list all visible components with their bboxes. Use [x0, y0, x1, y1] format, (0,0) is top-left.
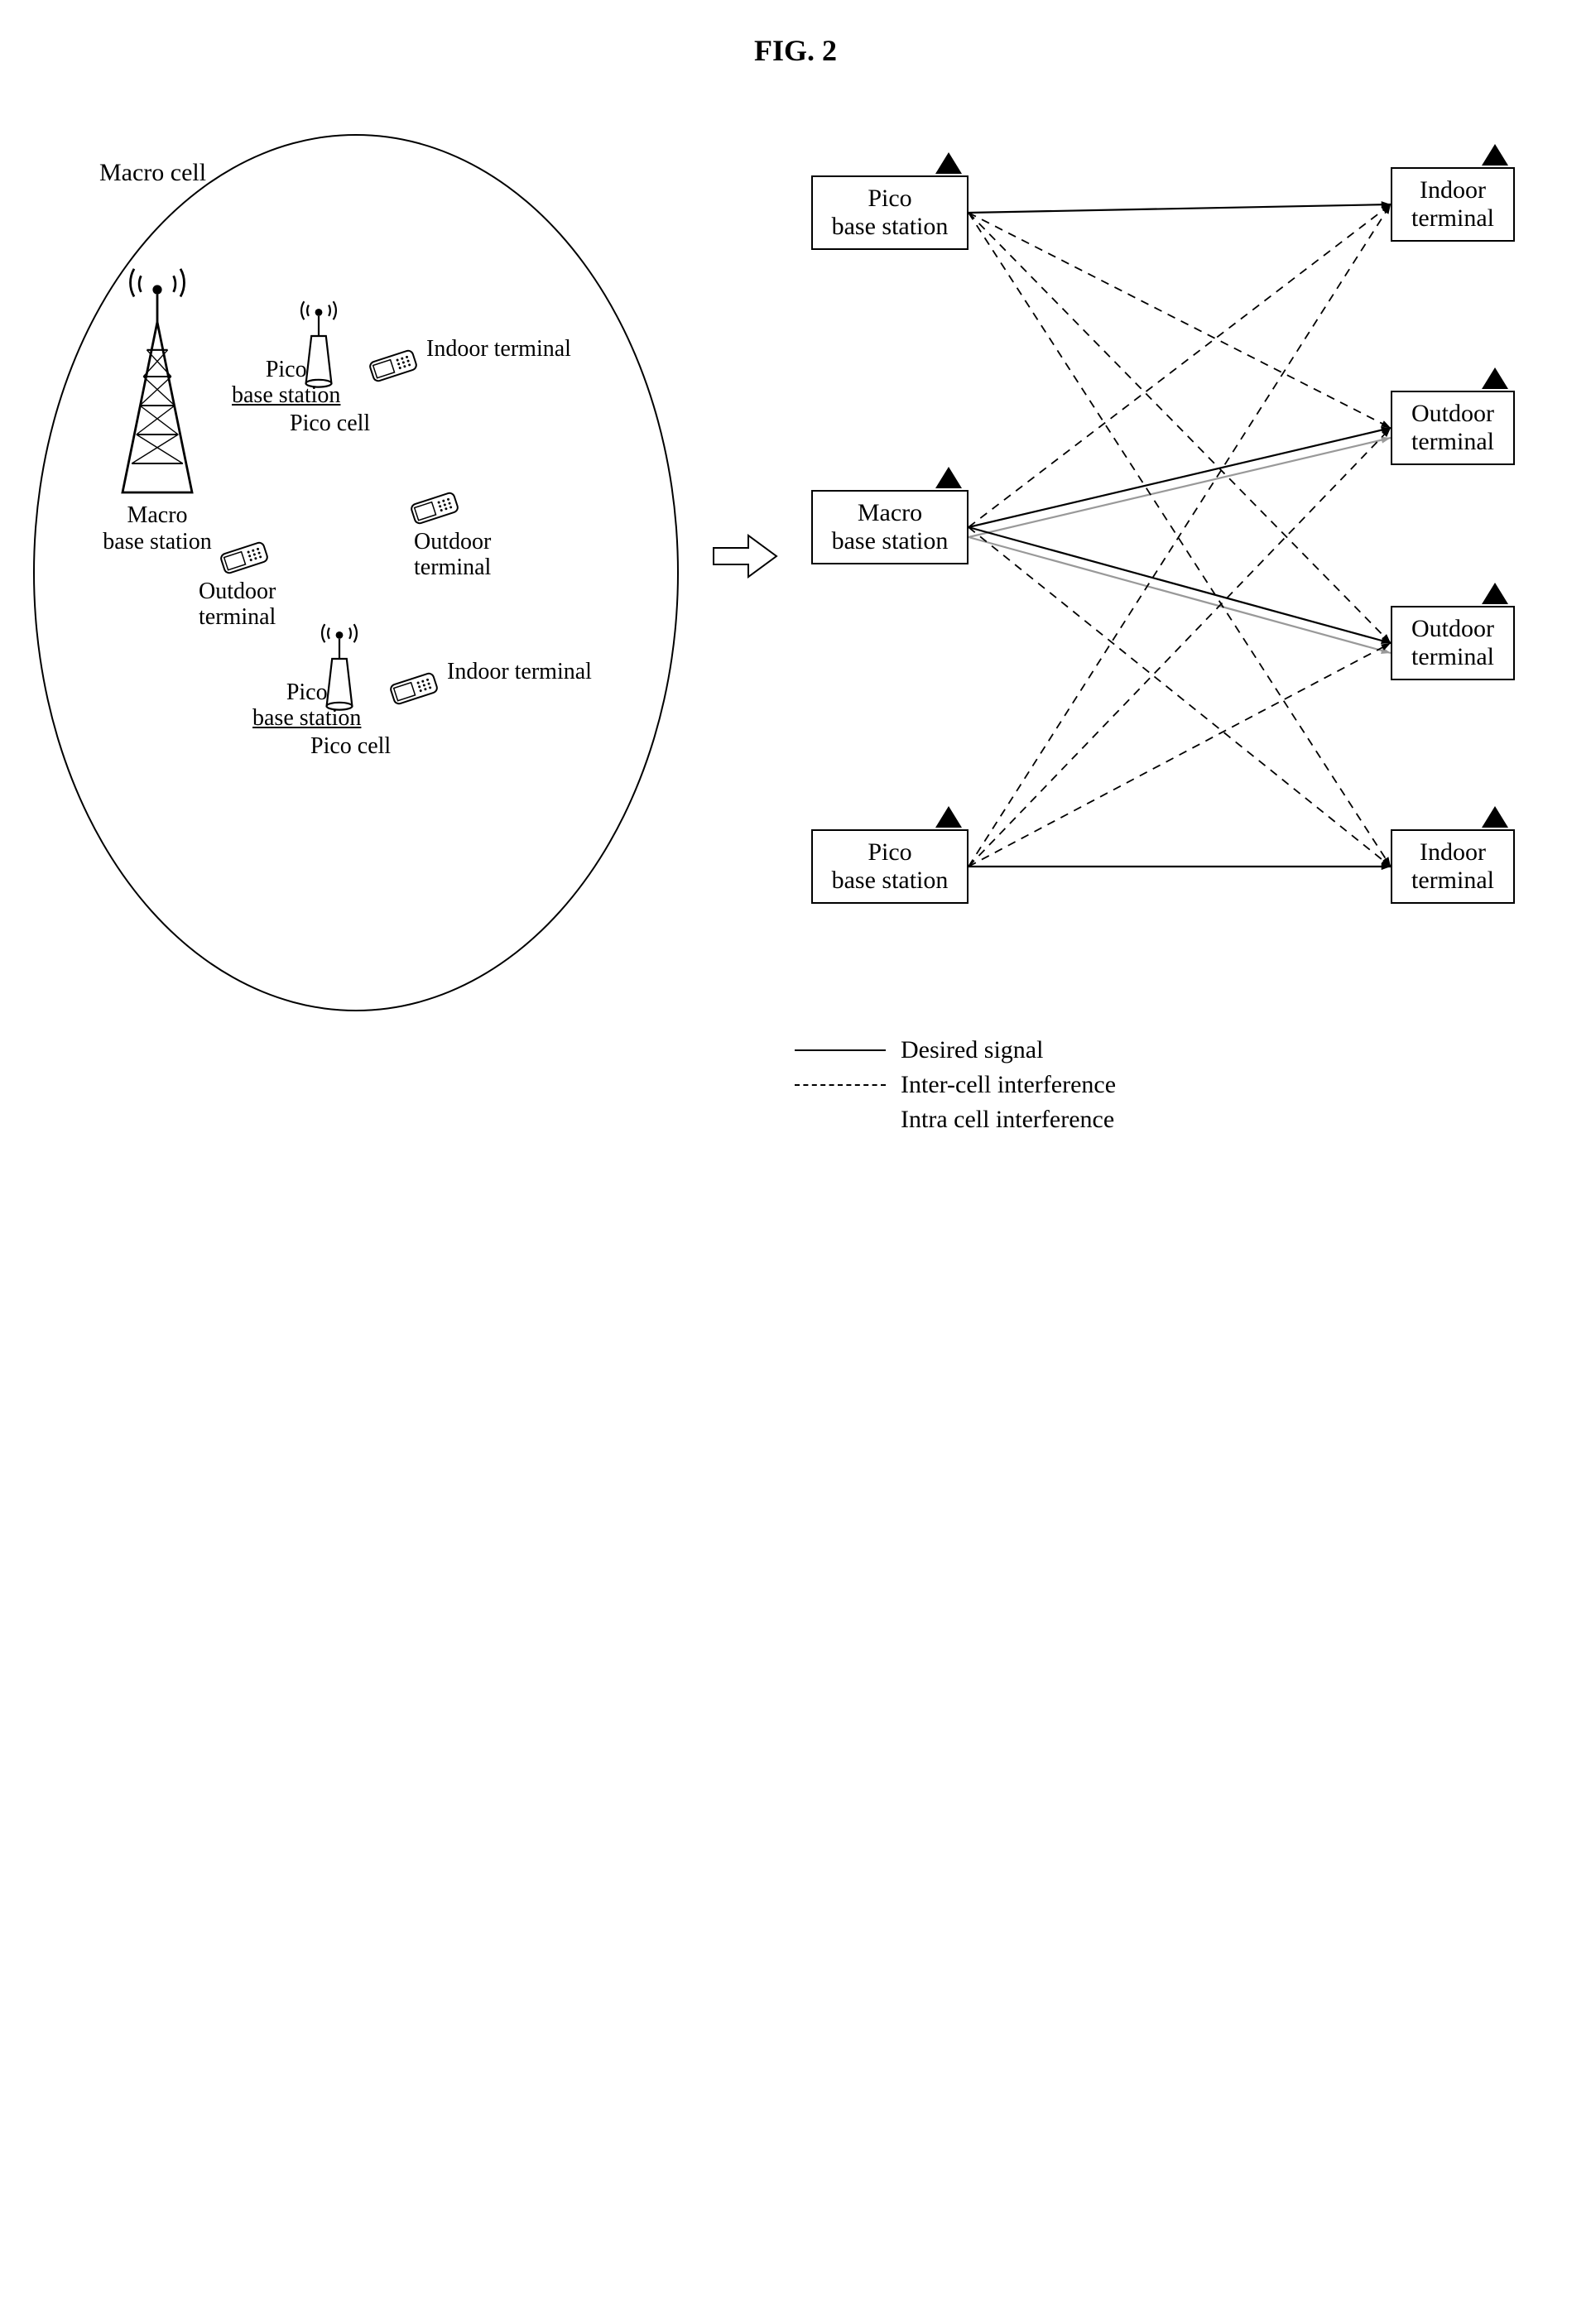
figure-title: FIG. 2 — [33, 33, 1558, 68]
legend-line-solid — [795, 1049, 886, 1051]
macro-cell-label: Macro cell — [99, 159, 206, 187]
indoor-terminal-label: Indoor terminal — [426, 337, 571, 363]
antenna-icon — [1482, 367, 1508, 389]
pico-bs-box: Picobase station — [811, 829, 969, 904]
antenna-icon — [1482, 144, 1508, 166]
legend-inter: Inter-cell interference — [795, 1071, 1558, 1099]
connector-arrow-icon — [712, 531, 778, 581]
legend-intra: Intra cell interference — [795, 1106, 1558, 1134]
antenna-icon — [1482, 583, 1508, 604]
pico-cell-label: Pico cell — [290, 411, 370, 437]
legend-line-dashed — [795, 1084, 886, 1086]
pico-bs-label: Picobase station — [252, 680, 361, 732]
antenna-icon — [1482, 806, 1508, 828]
pico-cell-label: Pico cell — [310, 734, 391, 760]
phone-icon — [364, 348, 422, 385]
pico-bs-label: Picobase station — [232, 358, 340, 409]
outdoor-terminal-label: Outdoorterminal — [199, 579, 276, 631]
macro-cell-ellipse — [33, 134, 679, 1011]
pictorial-panel: Macro cell — [33, 101, 679, 1011]
outdoor-terminal-box: Outdoorterminal — [1391, 391, 1515, 465]
macro-base-station-icon — [99, 266, 215, 498]
legend-desired: Desired signal — [795, 1036, 1558, 1064]
macro-bs-label: Macrobase station — [91, 502, 224, 555]
indoor-terminal-box: Indoorterminal — [1391, 167, 1515, 242]
antenna-icon — [935, 152, 962, 174]
indoor-terminal-label: Indoor terminal — [447, 660, 592, 685]
macro-bs-box: Macrobase station — [811, 490, 969, 564]
phone-icon — [385, 670, 443, 708]
outdoor-terminal-label: Outdoorterminal — [414, 530, 491, 581]
block-diagram-panel: Picobase station Macrobase station Picob… — [811, 142, 1523, 970]
antenna-icon — [935, 806, 962, 828]
phone-icon — [406, 490, 464, 527]
legend: Desired signal Inter-cell interference I… — [795, 1036, 1558, 1134]
antenna-icon — [935, 467, 962, 488]
pico-bs-box: Picobase station — [811, 175, 969, 250]
phone-icon — [215, 540, 273, 577]
outdoor-terminal-box: Outdoorterminal — [1391, 606, 1515, 680]
indoor-terminal-box: Indoorterminal — [1391, 829, 1515, 904]
